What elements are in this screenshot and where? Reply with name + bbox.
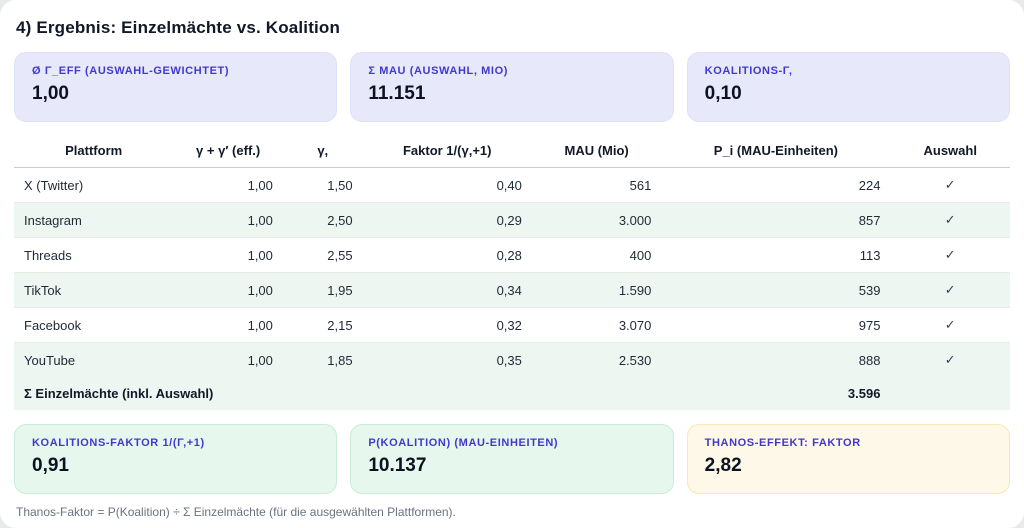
total-p-i-value: 3.596 [847, 386, 881, 401]
auswahl-checkmark: ✓ [890, 307, 1010, 343]
p-i-cell: 539 [661, 272, 891, 308]
bottom-stats-row: KOALITIONS-FAKTOR 1/(Γ,+1) 0,91 P(KOALIT… [14, 424, 1010, 494]
table-row: Instagram 1,00 2,50 0,29 3.000 857 ✓ [14, 202, 1010, 238]
stat-card-sum-mau: Σ MAU (AUSWAHL, MIO) 11.151 [350, 52, 674, 122]
faktor-cell: 0,35 [362, 342, 532, 377]
mau-cell: 561 [629, 177, 652, 193]
faktor-cell: 0,28 [362, 237, 532, 273]
stat-value: 0,10 [704, 83, 742, 104]
stat-value: 0,91 [32, 455, 69, 476]
mau-cell: 3.070 [531, 307, 662, 343]
col-header-mau: MAU (Mio) [531, 135, 662, 168]
platform-cell: TikTok [14, 272, 174, 308]
table-header-row: Plattform γ + γ′ (eff.) γ, Faktor 1/(γ,+… [14, 135, 1010, 168]
p-i-cell: 888 [661, 342, 891, 377]
col-header-gamma-s: γ, [282, 135, 363, 168]
auswahl-checkmark: ✓ [890, 342, 1010, 377]
mau-cell: 1.590 [531, 272, 662, 308]
platform-cell: YouTube [14, 342, 174, 377]
stat-value: 1,00 [32, 83, 69, 104]
stat-label: P(KOALITION) (MAU-EINHEITEN) [368, 437, 559, 449]
footnote: Thanos-Faktor = P(Koalition) ÷ Σ Einzelm… [16, 505, 456, 519]
gamma-eff-cell: 1,00 [173, 202, 283, 238]
stat-value: 2,82 [704, 455, 742, 476]
faktor-cell: 0,29 [362, 202, 532, 238]
p-i-cell: 857 [661, 202, 891, 238]
stat-label: Ø Γ_EFF (AUSWAHL-GEWICHTET) [32, 65, 230, 77]
stat-card-p-koalition: P(KOALITION) (MAU-EINHEITEN) 10.137 [350, 424, 674, 494]
col-header-p-i: P_i (MAU-Einheiten) [661, 135, 891, 168]
page-title: 4) Ergebnis: Einzelmächte vs. Koalition [16, 18, 341, 37]
total-row-label: Σ Einzelmächte (inkl. Auswahl) [24, 386, 214, 401]
gamma-s-cell: 1,85 [282, 342, 363, 377]
platform-cell: Threads [14, 237, 174, 273]
platform-cell: X (Twitter) [24, 177, 84, 193]
table-row: YouTube 1,00 1,85 0,35 2.530 888 ✓ [14, 342, 1010, 377]
gamma-s-cell: 2,50 [282, 202, 363, 238]
p-i-cell: 224 [858, 177, 881, 193]
results-table: Plattform γ + γ′ (eff.) γ, Faktor 1/(γ,+… [14, 135, 1010, 410]
p-i-cell: 113 [661, 237, 891, 273]
table-row: X (Twitter) 1,00 1,50 0,40 561 224 ✓ [14, 168, 1010, 203]
mau-cell: 2.530 [531, 342, 662, 377]
table-total-row: Σ Einzelmächte (inkl. Auswahl) 3.596 [14, 377, 1010, 410]
auswahl-checkmark: ✓ [890, 237, 1010, 273]
gamma-eff-cell: 1,00 [173, 342, 283, 377]
col-header-plattform: Plattform [14, 135, 174, 168]
gamma-eff-cell: 1,00 [247, 177, 273, 193]
platform-cell: Instagram [14, 202, 174, 238]
stat-label: THANOS-EFFEKT: FAKTOR [704, 437, 861, 449]
gamma-eff-cell: 1,00 [173, 237, 283, 273]
stat-label: KOALITIONS-FAKTOR 1/(Γ,+1) [32, 437, 205, 449]
stat-label: KOALITIONS-Γ, [704, 65, 793, 77]
table-body: X (Twitter) 1,00 1,50 0,40 561 224 ✓ Instagram 1… [14, 168, 1010, 377]
stat-value: 11.151 [368, 83, 426, 104]
stat-card-gamma-eff: Ø Γ_EFF (AUSWAHL-GEWICHTET) 1,00 [14, 52, 338, 122]
gamma-eff-cell: 1,00 [173, 272, 283, 308]
stat-card-koalitions-faktor: KOALITIONS-FAKTOR 1/(Γ,+1) 0,91 [14, 424, 338, 494]
p-i-cell: 975 [661, 307, 891, 343]
table-row: TikTok 1,00 1,95 0,34 1.590 539 ✓ [14, 272, 1010, 308]
col-header-auswahl: Auswahl [890, 135, 1010, 168]
top-stats-row: Ø Γ_EFF (AUSWAHL-GEWICHTET) 1,00 Σ MAU (… [14, 52, 1010, 122]
mau-cell: 400 [531, 237, 662, 273]
table-row: Facebook 1,00 2,15 0,32 3.070 975 ✓ [14, 307, 1010, 343]
gamma-s-cell: 1,50 [327, 177, 353, 193]
col-header-gamma-eff: γ + γ′ (eff.) [173, 135, 283, 168]
auswahl-checkmark: ✓ [944, 177, 956, 192]
total-row-spacer [890, 377, 1010, 410]
stat-label: Σ MAU (AUSWAHL, MIO) [368, 65, 509, 77]
auswahl-checkmark: ✓ [890, 202, 1010, 238]
platform-cell: Facebook [14, 307, 174, 343]
gamma-s-cell: 2,55 [282, 237, 363, 273]
auswahl-checkmark: ✓ [890, 272, 1010, 308]
faktor-cell: 0,34 [362, 272, 532, 308]
mau-cell: 3.000 [531, 202, 662, 238]
faktor-cell: 0,40 [496, 177, 522, 193]
gamma-s-cell: 1,95 [282, 272, 363, 308]
gamma-eff-cell: 1,00 [173, 307, 283, 343]
faktor-cell: 0,32 [362, 307, 532, 343]
stat-value: 10.137 [368, 455, 427, 476]
table-row: Threads 1,00 2,55 0,28 400 113 ✓ [14, 237, 1010, 273]
gamma-s-cell: 2,15 [282, 307, 363, 343]
stat-card-thanos-effekt: THANOS-EFFEKT: FAKTOR 2,82 [686, 424, 1010, 494]
stat-card-koalitions-gamma: KOALITIONS-Γ, 0,10 [686, 52, 1010, 122]
col-header-faktor: Faktor 1/(γ,+1) [362, 135, 532, 168]
